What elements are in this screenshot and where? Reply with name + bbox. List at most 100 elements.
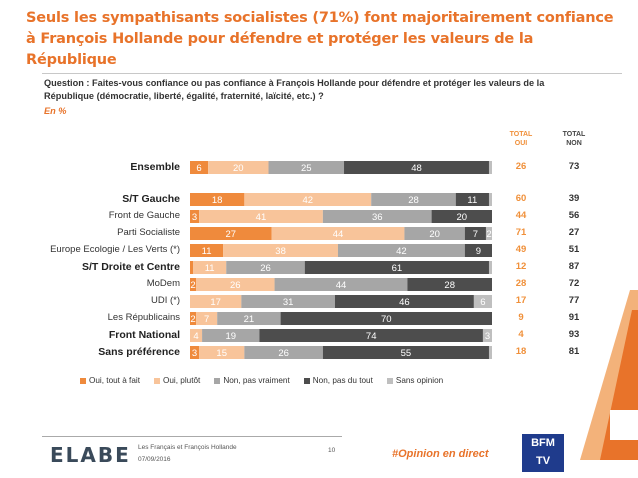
bar-data-label: 36 bbox=[372, 212, 383, 223]
legend-label: Oui, tout à fait bbox=[89, 376, 140, 385]
bar-data-label: 20 bbox=[429, 229, 440, 240]
bar-data-label: 7 bbox=[473, 229, 478, 240]
bar-segment bbox=[268, 161, 345, 174]
total-non-value: 77 bbox=[568, 295, 580, 306]
bar-segment bbox=[488, 193, 492, 206]
total-non-value: 93 bbox=[568, 329, 580, 340]
bar-data-label: 21 bbox=[244, 314, 255, 325]
elabe-logo: ELABE bbox=[50, 443, 131, 467]
bar-data-label: 2 bbox=[190, 314, 195, 325]
total-non-value: 73 bbox=[568, 161, 580, 172]
bar-data-label: 61 bbox=[392, 263, 403, 274]
bar-data-label: 38 bbox=[275, 246, 286, 257]
legend-label: Non, pas du tout bbox=[312, 376, 373, 385]
page-title: Seuls les sympathisants socialistes (71%… bbox=[26, 8, 626, 71]
footer-study-info: Les Français et François Hollande 07/09/… bbox=[138, 442, 237, 466]
row-label: S/T Droite et Centre bbox=[81, 261, 180, 273]
bar-segment bbox=[190, 161, 209, 174]
bar-segment bbox=[485, 227, 492, 240]
total-oui-value: 12 bbox=[515, 261, 527, 272]
legend-label: Sans opinion bbox=[395, 376, 444, 385]
legend-swatch bbox=[386, 377, 393, 384]
bar-data-label: 3 bbox=[192, 212, 197, 223]
bar-segment bbox=[431, 210, 492, 223]
bar-data-label: 55 bbox=[401, 348, 412, 359]
total-oui-value: 49 bbox=[515, 244, 527, 255]
bar-segment bbox=[371, 193, 456, 206]
bar-segment bbox=[199, 346, 245, 359]
total-oui-value: 71 bbox=[515, 227, 527, 238]
bar-data-label: 48 bbox=[411, 163, 422, 174]
bar-segment bbox=[190, 278, 197, 291]
bar-data-label: 11 bbox=[205, 263, 215, 274]
bar-segment bbox=[190, 312, 197, 325]
bar-data-label: 11 bbox=[202, 246, 212, 257]
bar-segment bbox=[202, 329, 260, 342]
bar-segment bbox=[190, 295, 242, 308]
bar-segment bbox=[322, 346, 489, 359]
bar-segment bbox=[271, 227, 405, 240]
bar-data-label: 28 bbox=[444, 280, 455, 291]
bar-segment bbox=[208, 161, 269, 174]
title-line-2: à François Hollande pour défendre et pro… bbox=[26, 31, 534, 68]
total-oui-value: 17 bbox=[515, 295, 527, 306]
bar-data-label: 70 bbox=[381, 314, 392, 325]
legend-label: Oui, plutôt bbox=[162, 376, 201, 385]
bar-data-label: 17 bbox=[210, 297, 221, 308]
bar-data-label: 20 bbox=[233, 163, 244, 174]
row-label: MoDem bbox=[146, 278, 180, 289]
legend-swatch bbox=[303, 377, 310, 384]
total-oui-value: 9 bbox=[518, 312, 524, 323]
total-non-value: 81 bbox=[568, 346, 580, 357]
footer-divider bbox=[42, 436, 342, 437]
total-non-value: 39 bbox=[568, 193, 580, 204]
total-non-value: 91 bbox=[568, 312, 580, 323]
bar-segment bbox=[217, 312, 281, 325]
row-label: S/T Gauche bbox=[122, 193, 180, 205]
bar-data-label: 2 bbox=[486, 229, 491, 240]
bar-segment bbox=[488, 161, 492, 174]
bar-data-label: 26 bbox=[260, 263, 271, 274]
row-label: Parti Socialiste bbox=[117, 227, 180, 238]
bfmtv-logo-line-2: TV bbox=[535, 455, 551, 467]
legend-label: Non, pas vraiment bbox=[223, 376, 290, 385]
bar-data-label: 27 bbox=[225, 229, 236, 240]
legend-swatch bbox=[80, 377, 86, 384]
bar-segment bbox=[344, 161, 489, 174]
row-label: Front de Gauche bbox=[108, 210, 180, 221]
bar-segment bbox=[190, 261, 194, 274]
bar-data-label: 6 bbox=[480, 297, 485, 308]
total-oui-value: 28 bbox=[515, 278, 527, 289]
page-number: 10 bbox=[328, 447, 336, 454]
bar-segment bbox=[488, 261, 492, 274]
question-line-1: Question : Faites-vous confiance ou pas … bbox=[44, 78, 545, 88]
bar-segment bbox=[274, 278, 408, 291]
bar-segment bbox=[199, 210, 323, 223]
bar-segment bbox=[196, 312, 218, 325]
bar-segment bbox=[244, 346, 323, 359]
bar-data-label: 9 bbox=[476, 246, 481, 257]
bar-data-label: 42 bbox=[396, 246, 407, 257]
bar-data-label: 31 bbox=[283, 297, 294, 308]
column-header-total-oui: TOTAL OUI bbox=[501, 130, 541, 148]
bar-segment bbox=[407, 278, 492, 291]
chart-legend: Oui, tout à fait Oui, plutôt Non, pas vr… bbox=[80, 376, 580, 385]
bfmtv-logo: BFM TV bbox=[522, 434, 564, 472]
bfmtv-logo-line-1: BFM bbox=[531, 437, 555, 449]
bar-segment bbox=[337, 244, 465, 257]
total-oui-value: 18 bbox=[515, 346, 527, 357]
bar-segment bbox=[190, 346, 200, 359]
bar-segment bbox=[190, 329, 203, 342]
brand-decoration-icon bbox=[580, 290, 638, 460]
bar-data-label: 6 bbox=[196, 163, 201, 174]
bar-data-label: 44 bbox=[333, 229, 344, 240]
bar-segment bbox=[259, 329, 483, 342]
bar-segment bbox=[244, 193, 372, 206]
bar-data-label: 3 bbox=[485, 331, 490, 342]
bar-segment bbox=[190, 227, 272, 240]
column-header-total-oui-line-2: OUI bbox=[514, 140, 528, 147]
bar-segment bbox=[193, 261, 227, 274]
row-label: Ensemble bbox=[130, 161, 180, 173]
total-oui-value: 26 bbox=[515, 161, 527, 172]
bar-segment bbox=[226, 261, 305, 274]
